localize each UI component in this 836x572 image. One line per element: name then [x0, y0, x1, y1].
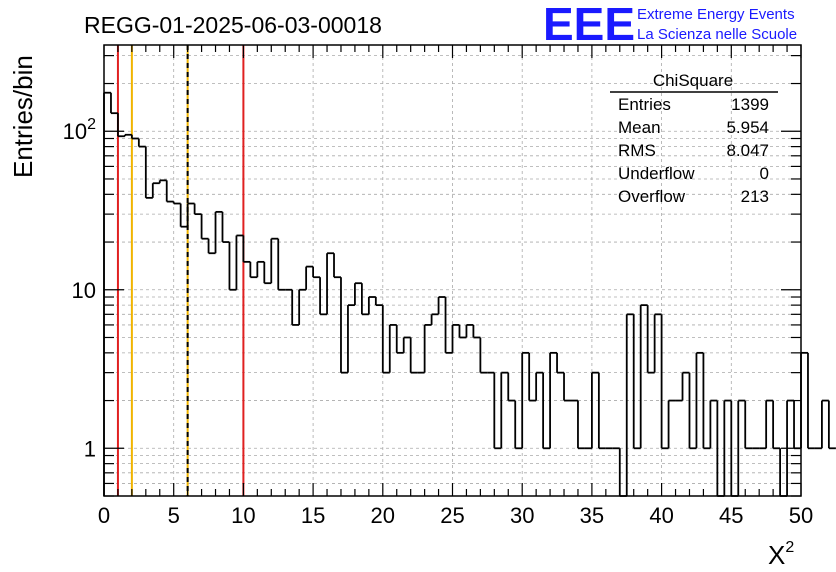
x-axis-label-sup: 2 — [785, 539, 794, 556]
stats-value-rms: 8.047 — [726, 141, 769, 160]
logo-line-2: La Scienza nelle Scuole — [637, 26, 797, 43]
stats-box: ChiSquare Entries 1399 Mean 5.954 RMS 8.… — [610, 71, 778, 206]
stats-label-mean: Mean — [618, 118, 661, 137]
x-tick-label: 10 — [231, 503, 255, 528]
x-tick-label: 35 — [580, 503, 604, 528]
y-tick-label: 10 — [72, 278, 96, 303]
stats-value-mean: 5.954 — [726, 118, 769, 137]
x-tick-label: 45 — [719, 503, 743, 528]
x-axis-label-main: X — [768, 540, 785, 570]
x-tick-label: 40 — [649, 503, 673, 528]
logo-mark: EEE — [543, 0, 635, 50]
x-tick-label: 30 — [510, 503, 534, 528]
stats-value-underflow: 0 — [760, 164, 769, 183]
eee-logo: EEE Extreme Energy Events La Scienza nel… — [543, 0, 797, 50]
stats-label-overflow: Overflow — [618, 187, 686, 206]
x-tick-label: 25 — [440, 503, 464, 528]
plot-area: 0 5 10 15 20 25 30 35 40 45 50 1 10 102 — [63, 44, 836, 528]
x-tick-label: 5 — [168, 503, 180, 528]
x-tick-label: 50 — [789, 503, 813, 528]
y-axis-label: Entries/bin — [8, 55, 38, 178]
y-tick-label: 1 — [84, 436, 96, 461]
logo-line-1: Extreme Energy Events — [637, 6, 795, 23]
y-tick-label: 102 — [63, 116, 96, 144]
x-tick-label: 0 — [98, 503, 110, 528]
stats-label-entries: Entries — [618, 95, 671, 114]
stats-value-overflow: 213 — [741, 187, 769, 206]
x-axis-label: X2 — [768, 539, 794, 570]
stats-value-entries: 1399 — [731, 95, 769, 114]
x-tick-label: 20 — [371, 503, 395, 528]
x-tick-label: 15 — [301, 503, 325, 528]
stats-label-rms: RMS — [618, 141, 656, 160]
stats-label-underflow: Underflow — [618, 164, 695, 183]
chart-title: REGG-01-2025-06-03-00018 — [84, 12, 382, 38]
stats-name: ChiSquare — [653, 71, 733, 90]
